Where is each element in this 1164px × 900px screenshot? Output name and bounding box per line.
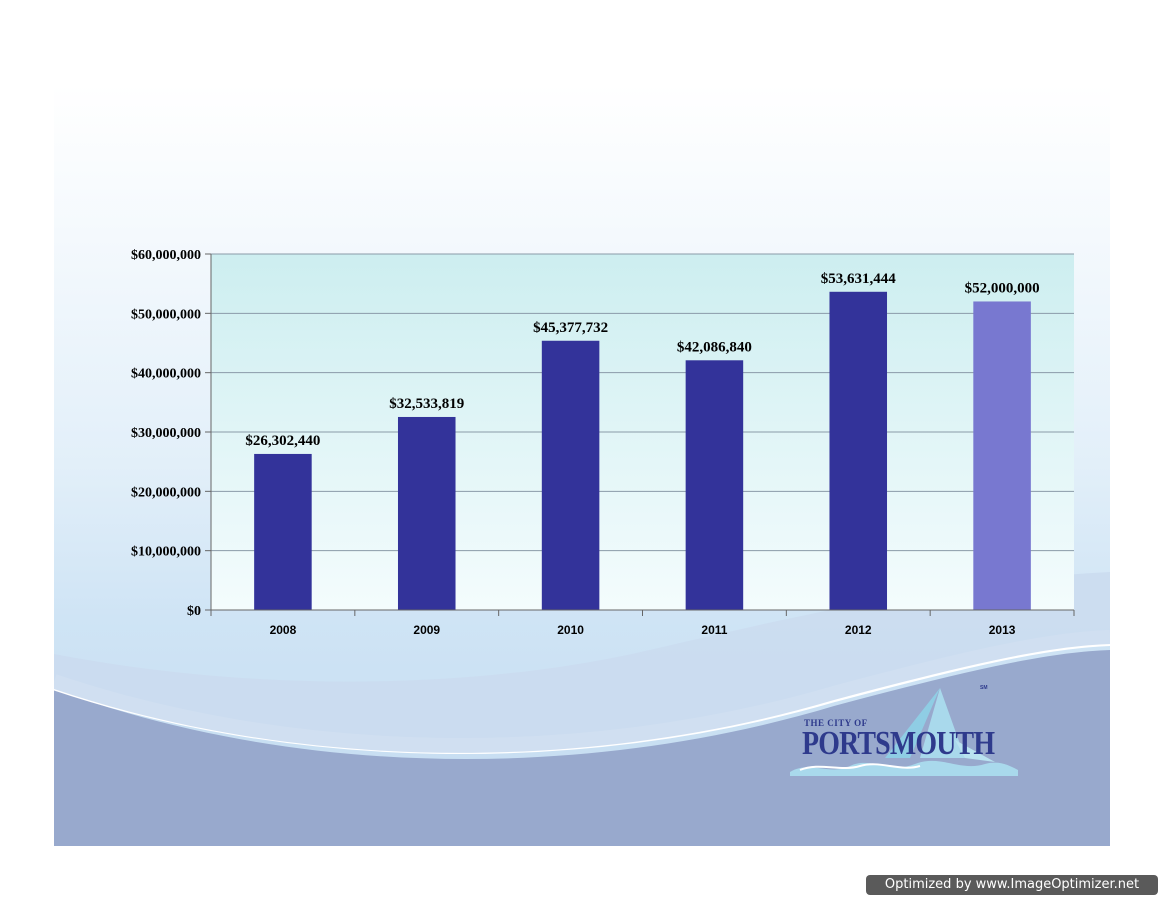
y-tick-label: $50,000,000: [131, 307, 201, 322]
data-label: $32,533,819: [389, 396, 464, 412]
service-mark: SM: [980, 685, 988, 691]
data-label: $45,377,732: [533, 320, 608, 336]
x-tick-label: 2012: [845, 623, 872, 637]
bar-chart: $0 $10,000,000 $20,000,000 $30,000,000 $40,0…: [131, 248, 1075, 637]
x-tick-label: 2013: [989, 623, 1016, 637]
data-label: $52,000,000: [965, 280, 1040, 296]
x-axis-category-labels: 2008 2009 2010 2011 2012 2013: [270, 623, 1016, 637]
logo-wordmark: PORTSMOUTH: [802, 725, 995, 762]
y-tick-label: $10,000,000: [131, 545, 201, 560]
city-logo: THE CITY OF PORTSMOUTH SM: [790, 680, 1030, 780]
bar: [541, 340, 600, 610]
data-labels: $26,302,440 $32,533,819 $45,377,732 $42,086…: [245, 271, 1039, 449]
bar: [973, 301, 1031, 610]
x-tick-label: 2008: [270, 623, 297, 637]
bar: [829, 291, 888, 610]
x-tick-label: 2011: [701, 623, 727, 637]
x-tick-label: 2009: [413, 623, 440, 637]
data-label: $53,631,444: [821, 271, 897, 287]
y-tick-label: $30,000,000: [131, 426, 201, 441]
data-label: $42,086,840: [677, 339, 752, 355]
watermark-badge: Optimized by www.ImageOptimizer.net: [866, 875, 1158, 895]
bar: [397, 416, 456, 610]
wave-decoration: [54, 572, 1110, 846]
sailboat-icon: [790, 688, 1018, 776]
data-label: $26,302,440: [245, 433, 320, 449]
bar: [254, 453, 312, 610]
y-tick-label: $20,000,000: [131, 485, 201, 500]
y-tick-label: $0: [187, 604, 201, 619]
y-tick-label: $40,000,000: [131, 367, 201, 382]
bar: [685, 360, 744, 610]
y-axis-tick-labels: $0 $10,000,000 $20,000,000 $30,000,000 $40,0…: [131, 248, 201, 619]
gridlines: [211, 253, 1074, 552]
y-tick-label: $60,000,000: [131, 248, 201, 263]
logo-tagline: THE CITY OF: [804, 718, 868, 728]
bars: [254, 291, 1031, 610]
x-tick-label: 2010: [557, 623, 584, 637]
axes: [205, 253, 1075, 616]
